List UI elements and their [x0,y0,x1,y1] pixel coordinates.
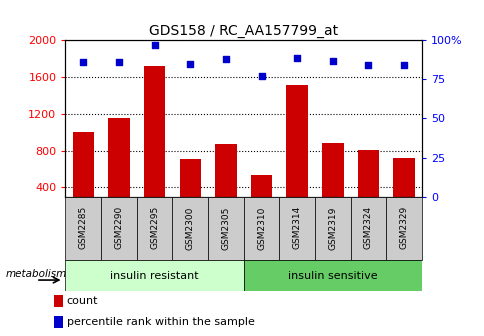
Bar [215,144,236,224]
Text: GSM2314: GSM2314 [292,206,301,249]
Text: GSM2290: GSM2290 [114,206,123,249]
Bar [243,260,421,291]
Point [293,55,301,60]
Point [79,59,87,65]
Point [364,62,372,68]
Bar [385,197,421,260]
Point [257,74,265,79]
Text: GSM2300: GSM2300 [185,206,195,250]
Bar [136,197,172,260]
Bar [279,197,314,260]
Text: percentile rank within the sample: percentile rank within the sample [67,317,254,327]
Bar [314,197,350,260]
Bar [108,119,129,224]
Point [115,59,122,65]
Bar [53,317,63,328]
Text: GSM2305: GSM2305 [221,206,230,250]
Bar [53,295,63,307]
Text: insulin sensitive: insulin sensitive [287,270,377,281]
Bar [350,197,385,260]
Text: GSM2285: GSM2285 [78,206,88,249]
Bar [393,158,414,224]
Bar [73,132,94,224]
Point [399,62,407,68]
Text: GSM2319: GSM2319 [328,206,337,250]
Text: GSM2329: GSM2329 [399,206,408,249]
Bar [321,143,343,224]
Text: GSM2310: GSM2310 [257,206,266,250]
Point [186,61,194,67]
Point [222,56,229,62]
Text: count: count [67,296,98,306]
Point [328,58,336,63]
Bar [172,197,208,260]
Bar [144,66,165,224]
Bar [65,260,243,291]
Bar [179,159,200,224]
Bar [208,197,243,260]
Bar [286,85,307,224]
Text: GSM2324: GSM2324 [363,206,372,249]
Bar [357,150,378,224]
Text: metabolism: metabolism [5,269,66,279]
Bar [243,197,279,260]
Text: insulin resistant: insulin resistant [110,270,198,281]
Title: GDS158 / RC_AA157799_at: GDS158 / RC_AA157799_at [149,24,337,38]
Point [151,42,158,48]
Bar [250,175,272,224]
Text: GSM2295: GSM2295 [150,206,159,249]
Bar [65,197,101,260]
Bar [101,197,136,260]
